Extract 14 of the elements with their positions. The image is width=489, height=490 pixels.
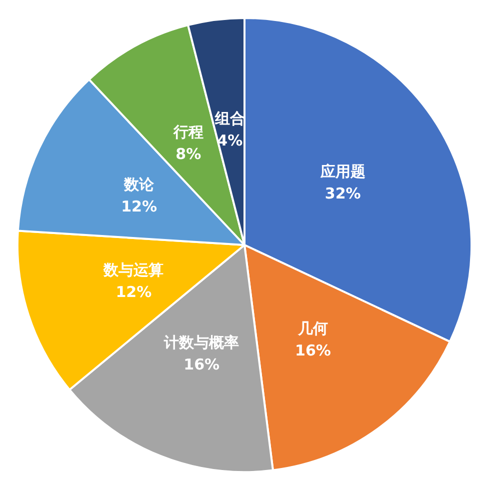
slice-label: 数论 [123, 175, 156, 194]
data-label: 16% [184, 355, 220, 374]
slice-label: 应用题 [319, 162, 366, 181]
slice-label: 几何 [296, 319, 328, 338]
slice-label: 行程 [172, 122, 204, 141]
slice-label: 计数与概率 [163, 333, 240, 352]
data-label: 4% [217, 131, 243, 150]
data-label: 12% [116, 283, 152, 302]
data-label: 8% [176, 144, 202, 163]
data-label: 12% [121, 197, 158, 216]
data-label: 32% [324, 184, 361, 203]
data-label: 16% [295, 341, 331, 360]
slice-label: 组合 [214, 109, 245, 128]
slice-label: 数与运算 [102, 261, 164, 280]
